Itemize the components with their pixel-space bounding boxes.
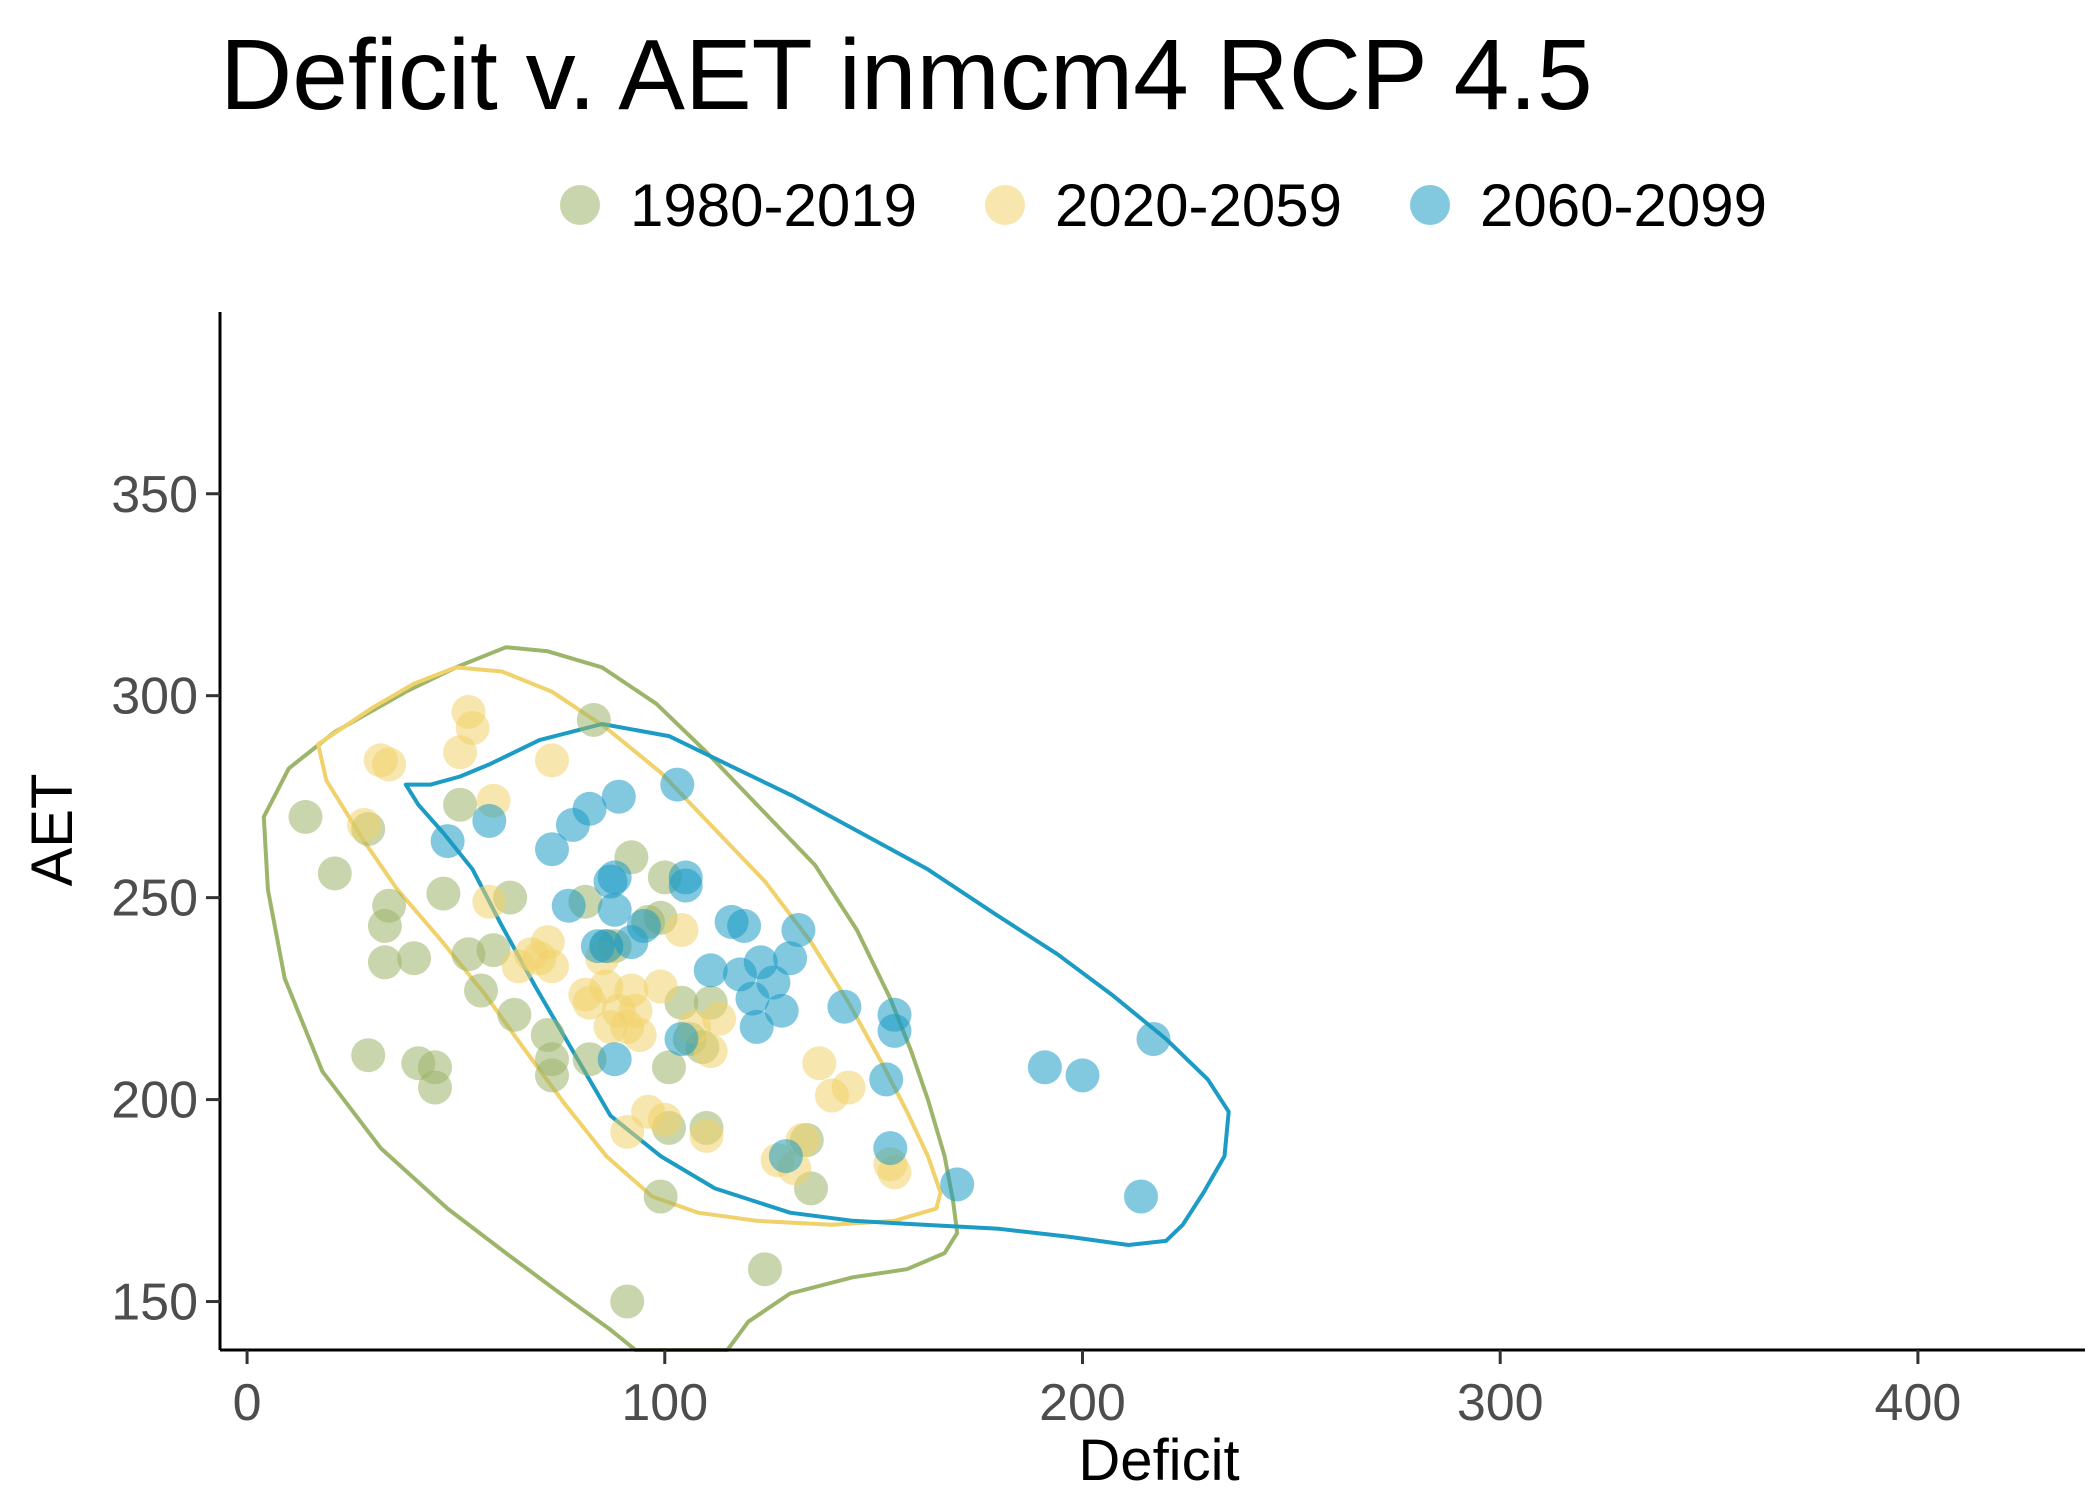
point-1980-2019 [351, 1038, 386, 1073]
y-tick-label: 200 [111, 1072, 198, 1130]
point-2020-2059 [610, 1114, 645, 1149]
point-1980-2019 [576, 702, 611, 737]
legend-item-2020-2059: 2020-2059 [985, 170, 1342, 240]
point-2060-2099 [1124, 1179, 1158, 1214]
x-axis-title: Deficit [1078, 1428, 1239, 1493]
point-2060-2099 [572, 791, 607, 826]
x-tick-label: 0 [233, 1374, 262, 1432]
point-2020-2059 [347, 807, 381, 842]
point-2060-2099 [869, 1062, 904, 1097]
legend: 1980-2019 2020-2059 2060-2099 [0, 170, 2100, 240]
point-2020-2059 [622, 1018, 657, 1052]
point-2020-2059 [647, 1102, 682, 1137]
point-2020-2059 [689, 1118, 724, 1153]
point-2020-2059 [372, 747, 407, 782]
point-1980-2019 [572, 1042, 607, 1077]
point-1980-2019 [643, 1179, 678, 1214]
point-2060-2099 [1027, 1050, 1062, 1085]
legend-item-2060-2099: 2060-2099 [1410, 170, 1767, 240]
x-tick-label: 300 [1457, 1374, 1544, 1432]
point-2060-2099 [773, 941, 808, 976]
point-1980-2019 [288, 799, 323, 834]
point-1980-2019 [464, 973, 498, 1008]
point-2060-2099 [551, 888, 586, 923]
point-2060-2099 [693, 953, 728, 988]
y-tick-label: 300 [111, 668, 198, 726]
point-2020-2059 [472, 884, 507, 919]
point-2060-2099 [739, 1009, 774, 1044]
legend-key-1980-2019 [560, 185, 600, 225]
point-1980-2019 [535, 1058, 569, 1093]
legend-label-2020-2059: 2020-2059 [1055, 171, 1342, 239]
point-2020-2059 [802, 1046, 837, 1081]
point-2060-2099 [589, 929, 624, 964]
point-1980-2019 [372, 888, 407, 923]
y-axis-title: AET [20, 774, 85, 887]
y-tick-label: 350 [111, 466, 198, 524]
point-2060-2099 [1136, 1022, 1171, 1056]
legend-item-1980-2019: 1980-2019 [560, 170, 917, 240]
point-2060-2099 [873, 1131, 908, 1166]
point-1980-2019 [367, 945, 402, 980]
point-2060-2099 [664, 1022, 699, 1056]
point-2020-2059 [535, 743, 569, 778]
point-1980-2019 [652, 1050, 686, 1085]
legend-key-2060-2099 [1410, 185, 1450, 225]
legend-label-2060-2099: 2060-2099 [1480, 171, 1767, 239]
point-2060-2099 [940, 1167, 975, 1202]
point-2060-2099 [597, 1042, 632, 1077]
point-2060-2099 [764, 993, 799, 1028]
contour-2060-2099 [403, 722, 1231, 1247]
point-2060-2099 [597, 860, 632, 895]
contour-1980-2019 [261, 645, 960, 1352]
x-tick-label: 100 [621, 1374, 708, 1432]
point-2020-2059 [702, 1001, 737, 1036]
data-points [288, 694, 1171, 1319]
point-2060-2099 [756, 965, 791, 1000]
y-tick-label: 250 [111, 870, 198, 928]
point-1980-2019 [317, 856, 352, 891]
point-2020-2059 [535, 949, 569, 984]
point-2060-2099 [827, 989, 862, 1024]
point-2060-2099 [597, 892, 632, 927]
legend-key-2020-2059 [985, 185, 1025, 225]
point-1980-2019 [418, 1070, 452, 1105]
point-2060-2099 [535, 832, 569, 867]
point-2060-2099 [1065, 1058, 1100, 1093]
point-1980-2019 [397, 941, 432, 976]
point-2020-2059 [643, 969, 678, 1004]
y-tick-label: 150 [111, 1274, 198, 1332]
point-1980-2019 [451, 937, 486, 972]
point-1980-2019 [748, 1252, 782, 1287]
point-1980-2019 [610, 1284, 645, 1319]
x-tick-label: 400 [1875, 1374, 1962, 1432]
point-2060-2099 [601, 779, 636, 814]
point-2060-2099 [668, 868, 703, 903]
point-2060-2099 [430, 824, 465, 859]
point-2060-2099 [727, 908, 762, 943]
point-2060-2099 [877, 997, 912, 1032]
point-1980-2019 [426, 876, 461, 911]
point-2020-2059 [664, 913, 699, 947]
point-1980-2019 [497, 997, 532, 1032]
point-2020-2059 [831, 1070, 866, 1105]
point-1980-2019 [476, 933, 511, 968]
point-2060-2099 [626, 908, 661, 943]
point-2060-2099 [660, 767, 695, 802]
point-2060-2099 [781, 913, 816, 947]
x-tick-label: 200 [1039, 1374, 1126, 1432]
y-axis-ticks: 150 200 250 300 350 [111, 466, 220, 1332]
point-1980-2019 [443, 787, 478, 822]
x-axis-ticks: 0 100 200 300 400 [233, 1350, 1962, 1432]
point-2060-2099 [768, 1139, 803, 1174]
point-2060-2099 [472, 803, 507, 838]
point-2020-2059 [693, 1034, 728, 1069]
point-2020-2059 [455, 711, 490, 745]
legend-label-1980-2019: 1980-2019 [630, 171, 917, 239]
chart-title: Deficit v. AET inmcm4 RCP 4.5 [220, 19, 1593, 131]
